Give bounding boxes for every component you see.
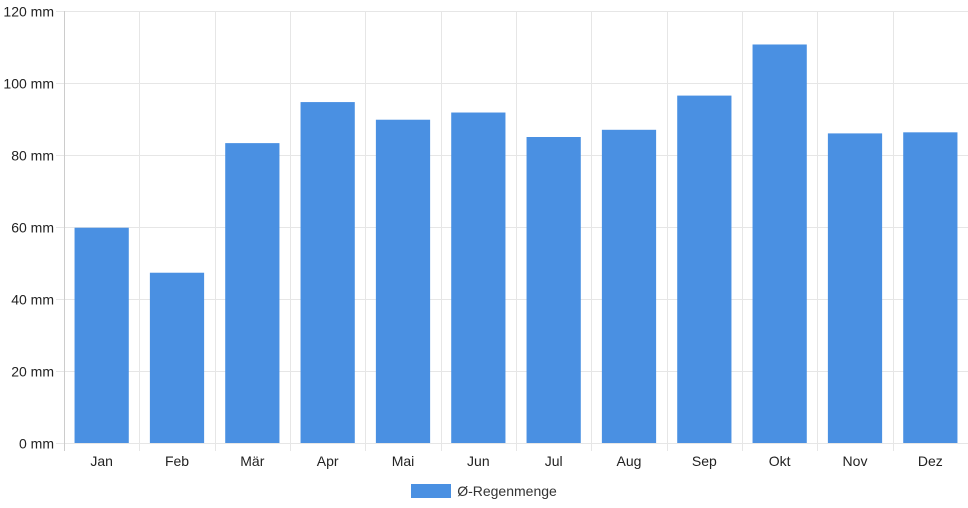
y-tick-label: 40 mm xyxy=(11,292,54,308)
legend-label: Ø-Regenmenge xyxy=(457,483,557,499)
bar-jun[interactable] xyxy=(451,112,506,444)
legend-swatch xyxy=(411,484,452,498)
x-tick-label: Aug xyxy=(617,453,642,469)
bar-aug[interactable] xyxy=(601,129,657,444)
x-tick-label: Sep xyxy=(692,453,717,469)
x-tick-label: Apr xyxy=(317,453,339,469)
bar-jul[interactable] xyxy=(526,137,581,443)
bar-dez[interactable] xyxy=(903,132,958,443)
bar-sep[interactable] xyxy=(677,95,732,443)
x-tick-label: Nov xyxy=(843,453,868,469)
y-tick-label: 0 mm xyxy=(19,436,54,452)
bar-jan[interactable] xyxy=(74,227,129,443)
x-tick-label: Feb xyxy=(165,453,189,469)
bar-apr[interactable] xyxy=(300,102,355,443)
chart-bars xyxy=(74,44,958,444)
bar-feb[interactable] xyxy=(149,272,205,443)
legend-item[interactable]: Ø-Regenmenge xyxy=(411,483,557,499)
x-tick-label: Mai xyxy=(392,453,415,469)
y-tick-label: 60 mm xyxy=(11,220,54,236)
x-tick-label: Mär xyxy=(240,453,264,469)
y-axis-tick-labels: 0 mm 20 mm 40 mm 60 mm 80 mm 100 mm 120 mm xyxy=(3,4,54,452)
bar-mär[interactable] xyxy=(225,143,280,443)
y-tick-label: 80 mm xyxy=(11,148,54,164)
y-tick-label: 20 mm xyxy=(11,364,54,380)
x-tick-label: Jan xyxy=(90,453,113,469)
chart-grid xyxy=(56,11,968,451)
x-tick-label: Okt xyxy=(769,453,791,469)
y-tick-label: 100 mm xyxy=(3,76,54,92)
bar-nov[interactable] xyxy=(827,133,883,443)
x-tick-label: Dez xyxy=(918,453,943,469)
bar-okt[interactable] xyxy=(752,44,807,443)
x-tick-label: Jul xyxy=(545,453,563,469)
y-tick-label: 120 mm xyxy=(3,4,54,20)
chart-legend: Ø-Regenmenge xyxy=(0,480,968,502)
x-tick-label: Jun xyxy=(467,453,490,469)
bar-chart: 0 mm 20 mm 40 mm 60 mm 80 mm 100 mm 120 mm Jan… xyxy=(3,4,968,469)
x-axis-tick-labels: Jan Feb Mär Apr Mai Jun Jul Aug Sep Okt Nov Dez xyxy=(90,453,942,469)
bar-mai[interactable] xyxy=(375,119,431,443)
